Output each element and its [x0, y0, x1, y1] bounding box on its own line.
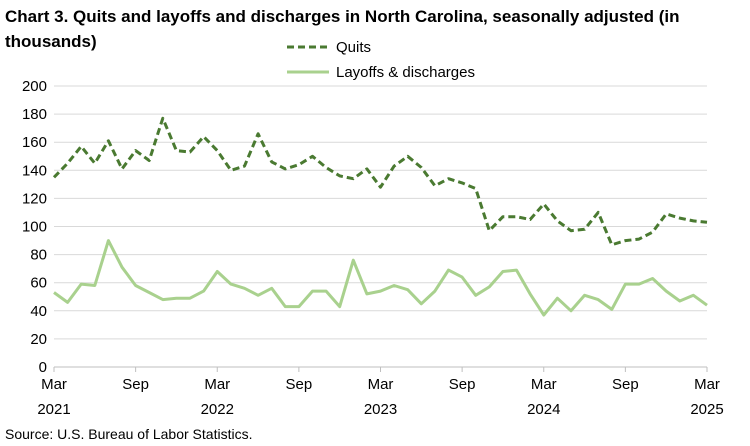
chart-title: Chart 3. Quits and layoffs and discharge… — [5, 7, 680, 51]
y-tick-label: 120 — [22, 190, 47, 207]
quits-series-line — [52, 116, 708, 247]
x-tick-year-label: 2023 — [364, 401, 397, 418]
legend-label: Quits — [336, 39, 371, 56]
y-axis-labels: 0 20 40 60 80 100 120 140 160 180 200 — [22, 78, 47, 376]
y-tick-label: 40 — [30, 303, 47, 320]
y-tick-label: 140 — [22, 162, 47, 179]
y-tick-label: 100 — [22, 219, 47, 236]
gridlines — [54, 85, 707, 340]
y-tick-label: 20 — [30, 331, 47, 348]
source-note: Source: U.S. Bureau of Labor Statistics. — [5, 426, 253, 442]
x-tick-label: Sep — [286, 376, 313, 393]
layoffs-discharges-series-line — [53, 239, 708, 317]
x-tick-label: Mar — [204, 376, 230, 393]
y-tick-label: 80 — [30, 247, 47, 264]
y-tick-label: 0 — [39, 359, 47, 376]
series-lines — [52, 116, 708, 317]
y-tick-label: 180 — [22, 106, 47, 123]
x-tick-year-label: 2024 — [527, 401, 560, 418]
legend-label: Layoffs & discharges — [336, 64, 475, 81]
x-tick-label: Sep — [449, 376, 476, 393]
x-tick-year-label: 2021 — [37, 401, 70, 418]
axes — [53, 366, 708, 372]
x-tick-year-label: 2025 — [690, 401, 723, 418]
legend: Quits Layoffs & discharges — [287, 39, 475, 81]
x-tick-label: Mar — [531, 376, 557, 393]
x-tick-label: Mar — [41, 376, 67, 393]
x-tick-label: Sep — [612, 376, 639, 393]
x-tick-label: Mar — [368, 376, 394, 393]
x-tick-label: Mar — [694, 376, 720, 393]
y-tick-label: 200 — [22, 78, 47, 95]
x-axis-labels: Mar 2021 Sep Mar 2022 Sep Mar 2023 Sep Mar 2024 Sep… — [37, 376, 723, 418]
x-tick-year-label: 2022 — [201, 401, 234, 418]
y-tick-label: 60 — [30, 275, 47, 292]
y-tick-label: 160 — [22, 134, 47, 151]
x-tick-label: Sep — [122, 376, 149, 393]
